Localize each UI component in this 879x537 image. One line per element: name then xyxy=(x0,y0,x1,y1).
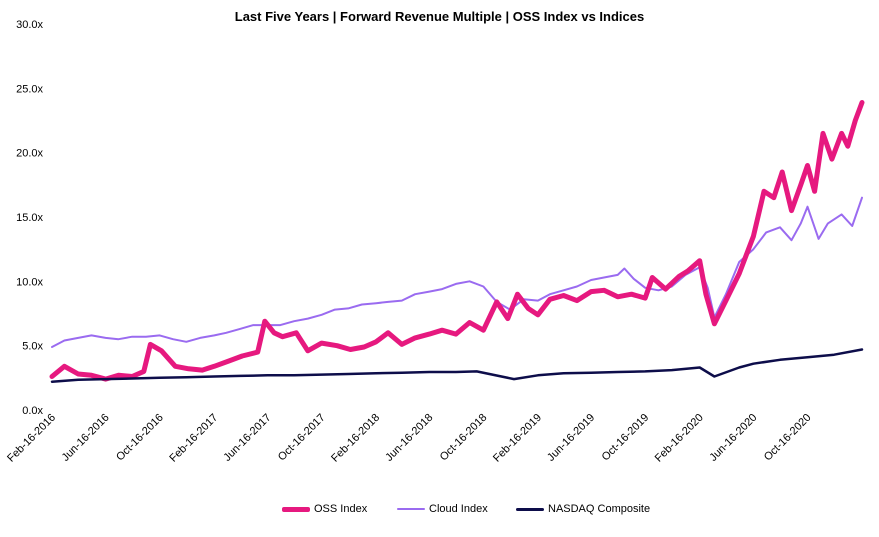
x-tick-label: Jun-16-2016 xyxy=(60,412,112,464)
series-line-nasdaq-composite xyxy=(50,348,864,383)
x-tick-label: Oct-16-2020 xyxy=(762,412,814,464)
legend-swatch-cloud-index xyxy=(397,508,425,510)
x-tick-label: Jun-16-2018 xyxy=(383,412,435,464)
legend-item-oss-index: OSS Index xyxy=(282,500,367,518)
y-tick-label: 5.0x xyxy=(22,341,43,353)
x-tick-label: Feb-16-2020 xyxy=(653,412,706,465)
series-line-oss-index xyxy=(49,100,865,382)
x-tick-label: Feb-16-2016 xyxy=(5,412,58,465)
y-tick-label: 0.0x xyxy=(22,405,43,417)
x-tick-label: Feb-16-2019 xyxy=(491,412,544,465)
legend-item-nasdaq-composite: NASDAQ Composite xyxy=(516,500,650,518)
y-tick-label: 30.0x xyxy=(16,19,43,31)
x-tick-label: Oct-16-2018 xyxy=(438,412,490,464)
y-tick-label: 20.0x xyxy=(16,148,43,160)
chart-title: Last Five Years | Forward Revenue Multip… xyxy=(234,9,645,24)
x-tick-label: Jun-16-2020 xyxy=(707,412,759,464)
y-tick-label: 25.0x xyxy=(16,83,43,95)
legend-label-oss-index: OSS Index xyxy=(314,503,368,515)
x-tick-label: Oct-16-2016 xyxy=(114,412,166,464)
x-tick-label: Feb-16-2017 xyxy=(167,412,220,465)
legend-label-cloud-index: Cloud Index xyxy=(429,503,488,515)
x-tick-label: Jun-16-2019 xyxy=(545,412,597,464)
x-tick-label: Oct-16-2019 xyxy=(600,412,652,464)
legend-swatch-nasdaq-composite xyxy=(516,507,544,511)
x-tick-label: Oct-16-2017 xyxy=(276,412,328,464)
legend-label-nasdaq-composite: NASDAQ Composite xyxy=(548,503,651,515)
x-tick-label: Jun-16-2017 xyxy=(221,412,273,464)
y-tick-label: 15.0x xyxy=(16,212,43,224)
x-tick-label: Feb-16-2018 xyxy=(329,412,382,465)
chart-legend: OSS Index Cloud Index NASDAQ Composite xyxy=(0,500,879,518)
y-tick-label: 10.0x xyxy=(16,276,43,288)
legend-item-cloud-index: Cloud Index xyxy=(397,500,488,518)
legend-swatch-oss-index xyxy=(282,506,310,512)
